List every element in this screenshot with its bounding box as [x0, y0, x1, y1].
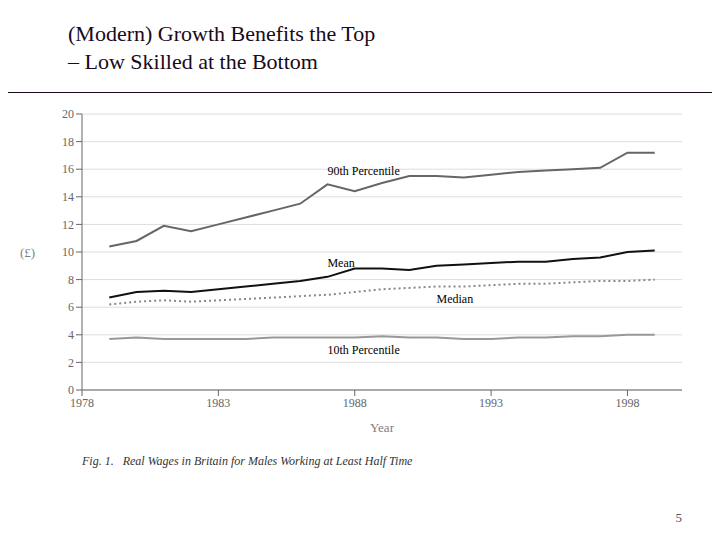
svg-text:10th Percentile: 10th Percentile	[327, 343, 399, 357]
svg-text:Median: Median	[437, 292, 474, 306]
html-text:– Low Skilled at the Bottom: – Low Skilled at the Bottom	[68, 48, 318, 74]
svg-text:1983: 1983	[206, 396, 230, 410]
svg-text:16: 16	[62, 162, 74, 176]
svg-text:6: 6	[68, 300, 74, 314]
svg-text:18: 18	[62, 135, 74, 149]
html-text:(Modern) Growth Benefits the T: (Modern) Growth Benefits the Top	[68, 21, 376, 46]
svg-text:1978: 1978	[70, 396, 94, 410]
svg-text:90th Percentile: 90th Percentile	[327, 164, 399, 178]
svg-text:Mean: Mean	[327, 256, 354, 270]
svg-text:10: 10	[62, 245, 74, 259]
svg-text:12: 12	[62, 218, 74, 232]
svg-text:1993: 1993	[479, 396, 503, 410]
svg-text:Year: Year	[370, 420, 395, 435]
svg-text:(£): (£)	[20, 245, 35, 260]
svg-text:1998: 1998	[615, 396, 639, 410]
svg-text:20: 20	[62, 107, 74, 121]
svg-text:8: 8	[68, 273, 74, 287]
svg-text:2: 2	[68, 356, 74, 370]
html-text:Fig. 1. Real Wages in Britain: Fig. 1. Real Wages in Britain for Males …	[82, 454, 413, 468]
svg-text:1988: 1988	[343, 396, 367, 410]
svg-text:0: 0	[68, 383, 74, 397]
svg-text:14: 14	[62, 190, 74, 204]
svg-text:4: 4	[68, 328, 74, 342]
html-text:5: 5	[675, 510, 682, 525]
